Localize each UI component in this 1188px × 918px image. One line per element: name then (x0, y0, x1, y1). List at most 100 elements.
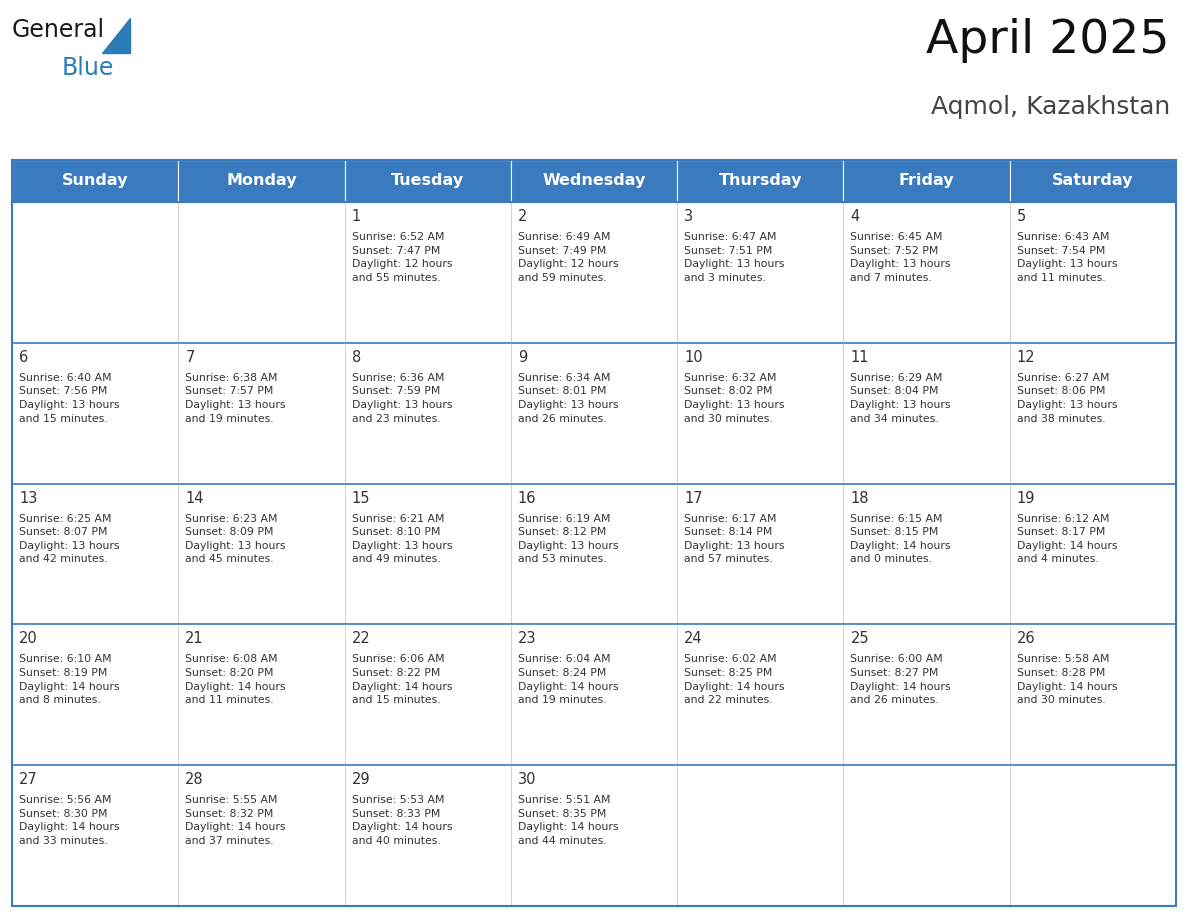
Bar (843, 624, 1010, 766)
Bar (345, 342, 511, 484)
Bar (1010, 342, 1176, 484)
Text: Sunday: Sunday (62, 174, 128, 188)
Text: 7: 7 (185, 350, 195, 364)
Bar (1010, 160, 1176, 202)
Bar (12, 202, 178, 342)
Text: 20: 20 (19, 632, 38, 646)
Text: 15: 15 (352, 490, 371, 506)
Bar (12, 766, 178, 906)
Text: 6: 6 (19, 350, 29, 364)
Text: 27: 27 (19, 772, 38, 788)
Bar (345, 484, 511, 624)
Bar (677, 342, 843, 484)
Text: 2: 2 (518, 209, 527, 224)
Bar (345, 160, 511, 202)
Bar (178, 766, 345, 906)
Bar (677, 160, 843, 202)
Text: Tuesday: Tuesday (391, 174, 465, 188)
Text: 22: 22 (352, 632, 371, 646)
Text: 28: 28 (185, 772, 204, 788)
Text: 18: 18 (851, 490, 868, 506)
Text: 8: 8 (352, 350, 361, 364)
Text: Sunrise: 5:56 AM
Sunset: 8:30 PM
Daylight: 14 hours
and 33 minutes.: Sunrise: 5:56 AM Sunset: 8:30 PM Dayligh… (19, 795, 120, 846)
Text: Saturday: Saturday (1053, 174, 1133, 188)
Bar (1010, 624, 1176, 766)
Bar (511, 202, 677, 342)
Bar (12, 624, 178, 766)
Text: Sunrise: 6:47 AM
Sunset: 7:51 PM
Daylight: 13 hours
and 3 minutes.: Sunrise: 6:47 AM Sunset: 7:51 PM Dayligh… (684, 232, 784, 283)
Bar (843, 160, 1010, 202)
Text: Wednesday: Wednesday (542, 174, 646, 188)
Text: 9: 9 (518, 350, 527, 364)
Bar (511, 342, 677, 484)
Bar (511, 766, 677, 906)
Bar (843, 766, 1010, 906)
Text: Sunrise: 6:06 AM
Sunset: 8:22 PM
Daylight: 14 hours
and 15 minutes.: Sunrise: 6:06 AM Sunset: 8:22 PM Dayligh… (352, 655, 453, 705)
Text: Sunrise: 6:45 AM
Sunset: 7:52 PM
Daylight: 13 hours
and 7 minutes.: Sunrise: 6:45 AM Sunset: 7:52 PM Dayligh… (851, 232, 950, 283)
Bar (677, 484, 843, 624)
Text: 14: 14 (185, 490, 204, 506)
Text: Monday: Monday (226, 174, 297, 188)
Bar (511, 624, 677, 766)
Text: 10: 10 (684, 350, 703, 364)
Text: Sunrise: 6:00 AM
Sunset: 8:27 PM
Daylight: 14 hours
and 26 minutes.: Sunrise: 6:00 AM Sunset: 8:27 PM Dayligh… (851, 655, 950, 705)
Text: 30: 30 (518, 772, 536, 788)
Text: Sunrise: 6:40 AM
Sunset: 7:56 PM
Daylight: 13 hours
and 15 minutes.: Sunrise: 6:40 AM Sunset: 7:56 PM Dayligh… (19, 373, 120, 423)
Bar (178, 160, 345, 202)
Text: Sunrise: 6:10 AM
Sunset: 8:19 PM
Daylight: 14 hours
and 8 minutes.: Sunrise: 6:10 AM Sunset: 8:19 PM Dayligh… (19, 655, 120, 705)
Bar (345, 202, 511, 342)
Text: Sunrise: 5:55 AM
Sunset: 8:32 PM
Daylight: 14 hours
and 37 minutes.: Sunrise: 5:55 AM Sunset: 8:32 PM Dayligh… (185, 795, 286, 846)
Text: Sunrise: 6:17 AM
Sunset: 8:14 PM
Daylight: 13 hours
and 57 minutes.: Sunrise: 6:17 AM Sunset: 8:14 PM Dayligh… (684, 513, 784, 565)
Text: Sunrise: 6:19 AM
Sunset: 8:12 PM
Daylight: 13 hours
and 53 minutes.: Sunrise: 6:19 AM Sunset: 8:12 PM Dayligh… (518, 513, 619, 565)
Text: 13: 13 (19, 490, 37, 506)
Bar (12, 484, 178, 624)
Bar (677, 202, 843, 342)
Text: 4: 4 (851, 209, 860, 224)
Bar (1010, 202, 1176, 342)
Text: 21: 21 (185, 632, 204, 646)
Text: Sunrise: 6:32 AM
Sunset: 8:02 PM
Daylight: 13 hours
and 30 minutes.: Sunrise: 6:32 AM Sunset: 8:02 PM Dayligh… (684, 373, 784, 423)
Text: 26: 26 (1017, 632, 1035, 646)
Text: Sunrise: 6:04 AM
Sunset: 8:24 PM
Daylight: 14 hours
and 19 minutes.: Sunrise: 6:04 AM Sunset: 8:24 PM Dayligh… (518, 655, 619, 705)
Text: Sunrise: 5:51 AM
Sunset: 8:35 PM
Daylight: 14 hours
and 44 minutes.: Sunrise: 5:51 AM Sunset: 8:35 PM Dayligh… (518, 795, 619, 846)
Text: 17: 17 (684, 490, 703, 506)
Text: 19: 19 (1017, 490, 1035, 506)
Text: Sunrise: 6:23 AM
Sunset: 8:09 PM
Daylight: 13 hours
and 45 minutes.: Sunrise: 6:23 AM Sunset: 8:09 PM Dayligh… (185, 513, 286, 565)
Text: Sunrise: 6:25 AM
Sunset: 8:07 PM
Daylight: 13 hours
and 42 minutes.: Sunrise: 6:25 AM Sunset: 8:07 PM Dayligh… (19, 513, 120, 565)
Bar (511, 484, 677, 624)
Bar (178, 202, 345, 342)
Bar (843, 202, 1010, 342)
Bar (178, 624, 345, 766)
Text: Sunrise: 5:58 AM
Sunset: 8:28 PM
Daylight: 14 hours
and 30 minutes.: Sunrise: 5:58 AM Sunset: 8:28 PM Dayligh… (1017, 655, 1117, 705)
Bar (1010, 766, 1176, 906)
Text: 1: 1 (352, 209, 361, 224)
Bar (843, 484, 1010, 624)
Text: 29: 29 (352, 772, 371, 788)
Text: 11: 11 (851, 350, 868, 364)
Text: 25: 25 (851, 632, 870, 646)
Text: 12: 12 (1017, 350, 1035, 364)
Bar (677, 766, 843, 906)
Text: Sunrise: 6:02 AM
Sunset: 8:25 PM
Daylight: 14 hours
and 22 minutes.: Sunrise: 6:02 AM Sunset: 8:25 PM Dayligh… (684, 655, 784, 705)
Text: Aqmol, Kazakhstan: Aqmol, Kazakhstan (930, 95, 1170, 119)
Bar (1010, 484, 1176, 624)
Bar (345, 766, 511, 906)
Text: 23: 23 (518, 632, 536, 646)
Text: Sunrise: 6:29 AM
Sunset: 8:04 PM
Daylight: 13 hours
and 34 minutes.: Sunrise: 6:29 AM Sunset: 8:04 PM Dayligh… (851, 373, 950, 423)
Text: Sunrise: 6:34 AM
Sunset: 8:01 PM
Daylight: 13 hours
and 26 minutes.: Sunrise: 6:34 AM Sunset: 8:01 PM Dayligh… (518, 373, 619, 423)
Text: Sunrise: 6:52 AM
Sunset: 7:47 PM
Daylight: 12 hours
and 55 minutes.: Sunrise: 6:52 AM Sunset: 7:47 PM Dayligh… (352, 232, 453, 283)
Text: 24: 24 (684, 632, 703, 646)
Text: 5: 5 (1017, 209, 1026, 224)
Text: Sunrise: 6:21 AM
Sunset: 8:10 PM
Daylight: 13 hours
and 49 minutes.: Sunrise: 6:21 AM Sunset: 8:10 PM Dayligh… (352, 513, 453, 565)
Text: Sunrise: 6:08 AM
Sunset: 8:20 PM
Daylight: 14 hours
and 11 minutes.: Sunrise: 6:08 AM Sunset: 8:20 PM Dayligh… (185, 655, 286, 705)
Bar (345, 624, 511, 766)
Text: Sunrise: 6:27 AM
Sunset: 8:06 PM
Daylight: 13 hours
and 38 minutes.: Sunrise: 6:27 AM Sunset: 8:06 PM Dayligh… (1017, 373, 1117, 423)
Text: 16: 16 (518, 490, 536, 506)
Polygon shape (102, 18, 129, 53)
Bar (677, 624, 843, 766)
Text: Sunrise: 5:53 AM
Sunset: 8:33 PM
Daylight: 14 hours
and 40 minutes.: Sunrise: 5:53 AM Sunset: 8:33 PM Dayligh… (352, 795, 453, 846)
Bar (511, 160, 677, 202)
Text: Sunrise: 6:49 AM
Sunset: 7:49 PM
Daylight: 12 hours
and 59 minutes.: Sunrise: 6:49 AM Sunset: 7:49 PM Dayligh… (518, 232, 619, 283)
Text: Sunrise: 6:12 AM
Sunset: 8:17 PM
Daylight: 14 hours
and 4 minutes.: Sunrise: 6:12 AM Sunset: 8:17 PM Dayligh… (1017, 513, 1117, 565)
Text: Friday: Friday (899, 174, 954, 188)
